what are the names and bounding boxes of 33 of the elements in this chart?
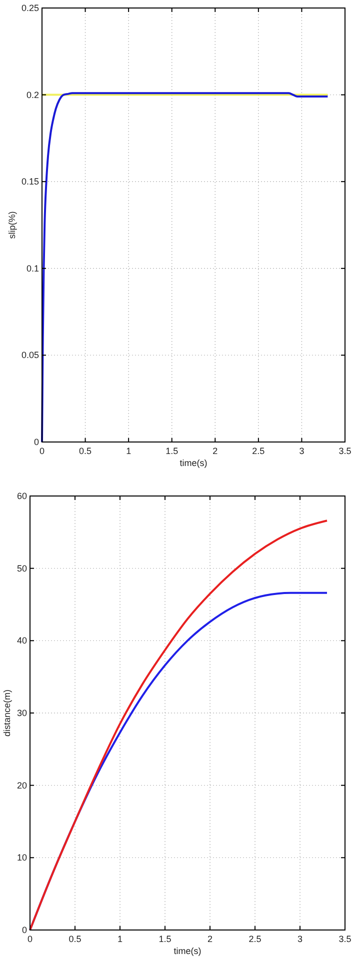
x-tick-label: 2 [212, 446, 218, 456]
x-tick-label: 2.5 [248, 934, 262, 944]
y-tick-label: 50 [16, 563, 27, 574]
x-tick-label: 1.5 [158, 934, 172, 944]
y-tick-label: 0.25 [21, 3, 39, 13]
x-tick-label: 0.5 [79, 446, 92, 456]
y-axis-title: slip(%) [7, 211, 17, 239]
x-tick-label: 3.5 [338, 446, 352, 456]
y-axis-title: distance(m) [2, 689, 12, 737]
x-tick-label: 1 [117, 934, 123, 944]
x-tick-label: 3.5 [338, 934, 352, 944]
y-tick-label: 0 [34, 437, 39, 447]
x-tick-label: 2.5 [252, 446, 265, 456]
y-tick-label: 30 [16, 708, 27, 718]
y-tick-label: 0 [22, 925, 27, 935]
x-axis-title: time(s) [180, 458, 208, 468]
line-series [29, 520, 328, 931]
x-tick-label: 0.5 [68, 934, 82, 944]
y-tick-label: 20 [16, 780, 27, 790]
y-tick-label: 10 [16, 852, 27, 863]
x-tick-label: 2 [207, 934, 213, 944]
x-tick-label: 3 [297, 934, 303, 944]
y-tick-label: 60 [16, 491, 27, 501]
x-tick-label: 1.5 [166, 446, 178, 456]
y-tick-label: 0.05 [21, 350, 39, 360]
x-tick-label: 3 [299, 446, 304, 456]
y-tick-label: 0.2 [26, 90, 39, 100]
line-series [41, 92, 329, 443]
x-axis-title: time(s) [174, 946, 202, 956]
y-tick-label: 0.1 [26, 263, 39, 274]
y-tick-label: 40 [16, 636, 27, 646]
x-tick-label: 1 [126, 446, 132, 456]
y-tick-label: 0.15 [21, 176, 39, 187]
